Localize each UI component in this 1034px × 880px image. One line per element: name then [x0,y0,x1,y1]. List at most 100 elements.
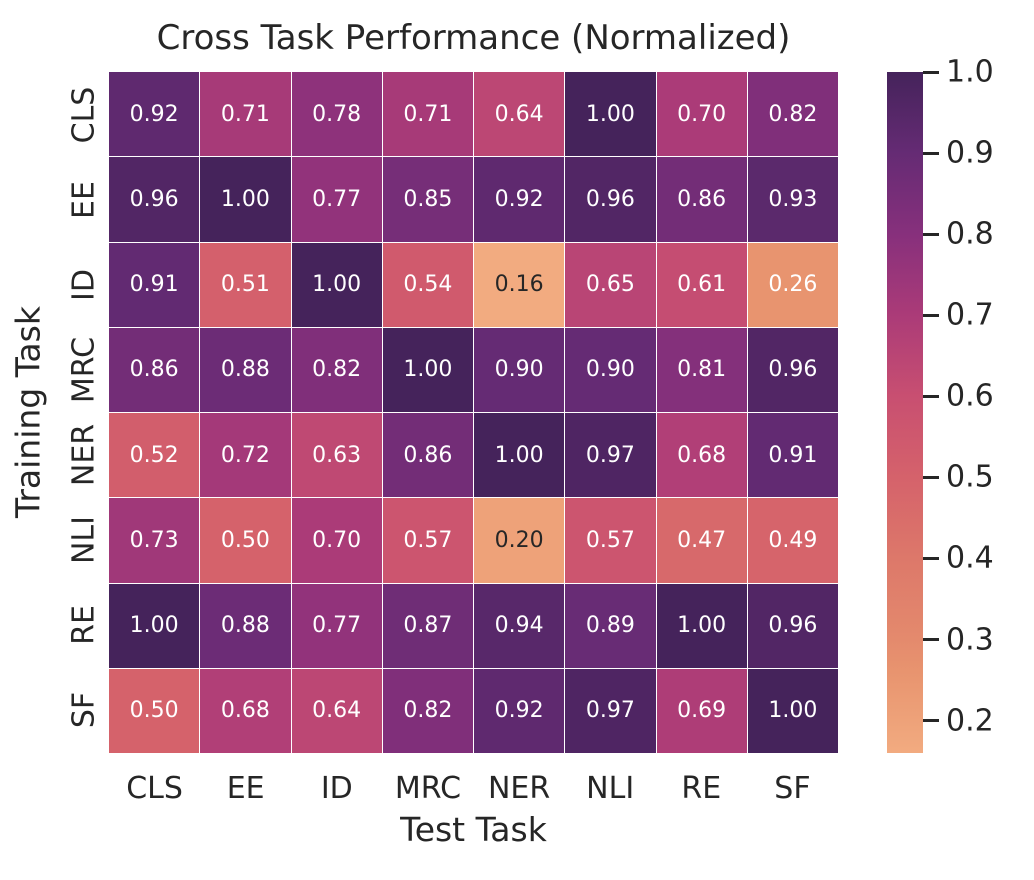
heatmap-cell: 0.82 [382,668,473,753]
y-tick-label: SF [66,692,102,729]
heatmap-cell: 0.96 [565,157,656,242]
heatmap-cell: 0.70 [656,72,747,157]
colorbar-tick-mark [923,638,939,641]
heatmap-cell: 0.65 [565,242,656,327]
colorbar-tick-label: 0.6 [946,378,994,414]
heatmap-cell: 0.97 [565,413,656,498]
colorbar-tick-label: 0.2 [946,703,994,739]
heatmap-cell: 0.94 [474,583,565,668]
heatmap-cell: 0.82 [291,327,382,412]
colorbar-tick-mark [923,313,939,317]
colorbar-tick-mark [923,719,939,723]
heatmap-cell: 0.68 [656,413,747,498]
heatmap-cell: 0.89 [565,583,656,668]
x-axis-label: Test Task [400,810,547,849]
heatmap-cell: 0.69 [656,668,747,753]
heatmap-cell: 0.20 [474,498,565,583]
x-tick-label: NER [487,771,551,806]
x-tick-label: EE [226,771,265,806]
heatmap-cell: 1.00 [565,72,656,157]
heatmap-cell: 0.61 [656,242,747,327]
chart-title: Cross Task Performance (Normalized) [156,18,791,58]
heatmap-cell: 0.93 [747,157,838,242]
heatmap-cell: 0.88 [200,327,291,412]
colorbar-tick-label: 0.3 [946,622,994,657]
y-tick-label: NER [66,423,102,487]
y-tick-label: RE [66,605,102,646]
heatmap-cell: 0.68 [200,668,291,753]
x-tick-label: RE [681,771,722,806]
y-axis-label: Training Task [8,306,48,518]
heatmap-cell: 0.51 [200,242,291,327]
heatmap-cell: 0.26 [747,242,838,327]
heatmap-cell: 0.92 [474,157,565,242]
heatmap-cell: 1.00 [382,327,473,412]
heatmap-cell: 1.00 [109,583,200,668]
colorbar-tick-label: 1.0 [946,54,994,90]
colorbar-tick-label: 0.4 [946,540,994,576]
y-tick-label: MRC [66,336,102,404]
heatmap-cell: 0.86 [656,157,747,242]
colorbar-tick-label: 0.5 [946,459,994,495]
heatmap-grid: 0.92 0.71 0.78 0.71 0.64 1.00 0.70 0.82 0.96 1.00… [109,72,838,753]
x-tick-label: ID [320,771,353,806]
heatmap-cell: 0.82 [747,72,838,157]
colorbar-tick-mark [923,151,939,155]
heatmap-cell: 0.64 [474,72,565,157]
heatmap-cell: 0.71 [200,72,291,157]
heatmap-cell: 0.52 [109,413,200,498]
colorbar-tick-mark [923,232,939,236]
heatmap-cell: 0.57 [382,498,473,583]
heatmap-cell: 0.77 [291,157,382,242]
colorbar-tick-label: 0.9 [946,135,994,171]
heatmap-cell: 0.47 [656,498,747,583]
heatmap-cell: 1.00 [200,157,291,242]
heatmap-cell: 0.54 [382,242,473,327]
colorbar [887,72,923,753]
heatmap-cell: 0.85 [382,157,473,242]
heatmap-cell: 0.64 [291,668,382,753]
heatmap-cell: 0.96 [747,583,838,668]
heatmap-cell: 0.97 [565,668,656,753]
heatmap-cell: 0.72 [200,413,291,498]
heatmap-cell: 1.00 [474,413,565,498]
heatmap-cell: 0.90 [474,327,565,412]
colorbar-tick-label: 0.8 [946,216,994,252]
heatmap-cell: 0.70 [291,498,382,583]
heatmap-cell: 0.57 [565,498,656,583]
heatmap-cell: 1.00 [291,242,382,327]
heatmap-cell: 0.78 [291,72,382,157]
colorbar-tick-mark [923,556,939,560]
colorbar-tick-mark [923,475,939,479]
heatmap-cell: 0.71 [382,72,473,157]
y-tick-label: CLS [66,86,102,143]
heatmap-cell: 0.91 [747,413,838,498]
heatmap-cell: 0.92 [109,72,200,157]
heatmap-cell: 0.73 [109,498,200,583]
heatmap-cell: 0.92 [474,668,565,753]
heatmap-cell: 0.49 [747,498,838,583]
heatmap-cell: 0.91 [109,242,200,327]
heatmap-cell: 1.00 [747,668,838,753]
heatmap-cell: 1.00 [656,583,747,668]
heatmap-cell: 0.88 [200,583,291,668]
heatmap-cell: 0.90 [565,327,656,412]
x-tick-label: CLS [126,771,183,806]
heatmap-cell: 0.16 [474,242,565,327]
heatmap-cell: 0.96 [747,327,838,412]
y-tick-label: ID [66,268,102,301]
heatmap-cell: 0.96 [109,157,200,242]
x-tick-label: MRC [394,771,462,806]
heatmap-cell: 0.86 [109,327,200,412]
x-tick-label: NLI [586,771,635,806]
heatmap-cell: 0.50 [200,498,291,583]
heatmap-cell: 0.50 [109,668,200,753]
heatmap-cell: 0.86 [382,413,473,498]
heatmap-cell: 0.87 [382,583,473,668]
colorbar-tick-mark [923,394,939,398]
y-tick-label: EE [66,180,102,219]
heatmap-cell: 0.77 [291,583,382,668]
heatmap-cell: 0.63 [291,413,382,498]
x-tick-label: SF [774,771,811,806]
